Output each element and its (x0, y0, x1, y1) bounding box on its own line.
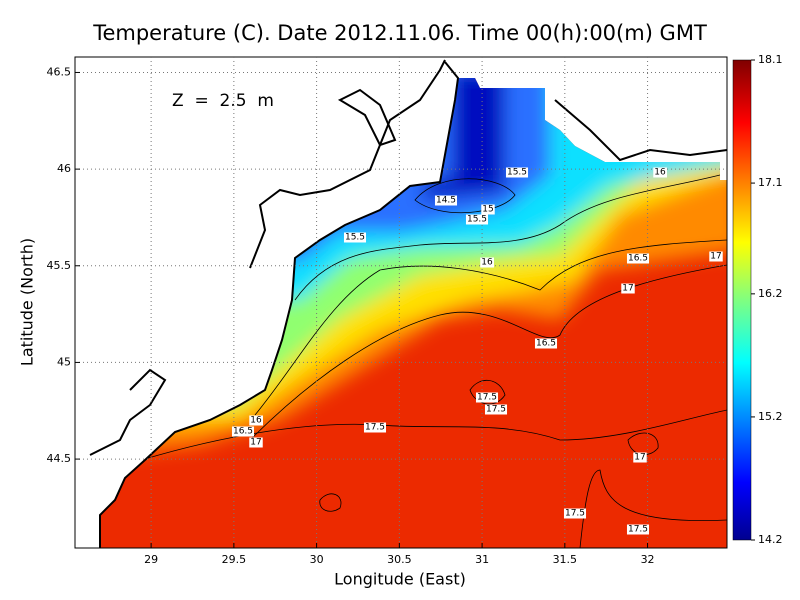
contour-label-box (505, 167, 529, 178)
contour-label-box (249, 415, 263, 426)
contour-label-box (343, 232, 367, 243)
contour-label-box (626, 253, 650, 264)
contour-label-box (475, 392, 499, 403)
contour-label-box (709, 251, 723, 262)
x-tick-label: 30 (310, 553, 324, 566)
contour-label: 15.5 (467, 215, 487, 225)
contour-label-box (480, 257, 494, 268)
colorbar-tick-label: 15.2 (758, 410, 783, 423)
contour-label-box (481, 204, 495, 215)
contour-label: 17.5 (628, 525, 648, 535)
x-tick-label: 29.5 (222, 553, 247, 566)
contour-label: 16.5 (536, 339, 556, 349)
colorbar-tick-label: 14.2 (758, 533, 783, 546)
contour-label: 17 (250, 438, 261, 448)
contour-label: 17.5 (365, 423, 385, 433)
colorbar-tick-label: 17.1 (758, 176, 783, 189)
contour-label: 17 (634, 453, 645, 463)
y-axis-label: Latitude (North) (18, 238, 37, 366)
contour-label-box (653, 167, 667, 178)
x-axis-label: Longitude (East) (334, 570, 466, 589)
contour-label: 15.5 (345, 233, 365, 243)
title: Temperature (C). Date 2012.11.06. Time 0… (92, 21, 707, 45)
contour-label-box (484, 404, 508, 415)
contour-label: 17 (622, 284, 633, 294)
contour-label-box (534, 338, 558, 349)
y-tick-label: 45 (57, 355, 71, 368)
contour-label: 16 (481, 258, 493, 268)
contour-label: 14.5 (436, 196, 456, 206)
contour-label: 17.5 (486, 405, 506, 415)
depth-label: Z = 2.5 m (172, 91, 274, 111)
colorbar (732, 59, 752, 541)
contour-label: 15.5 (507, 168, 527, 178)
contour-label-box (563, 508, 587, 519)
contour-label: 16.5 (628, 254, 648, 264)
contour-label: 15 (482, 205, 493, 215)
contour-label: 17 (710, 252, 721, 262)
contour-label-box (633, 452, 647, 463)
contour-label-box (626, 524, 650, 535)
contour-label: 16 (250, 416, 262, 426)
y-tick-label: 46 (57, 162, 71, 175)
contour-label-box (434, 195, 458, 206)
temperature-field (100, 78, 727, 548)
x-tick-label: 32 (641, 553, 655, 566)
y-tick-label: 45.5 (47, 259, 72, 272)
contour-label: 16 (654, 168, 666, 178)
colorbar-tick-label: 18.1 (758, 53, 783, 66)
contour-label-box (465, 214, 489, 225)
x-tick-label: 31.5 (553, 553, 578, 566)
contour-label-box (249, 437, 263, 448)
x-tick-label: 31 (475, 553, 489, 566)
y-tick-label: 44.5 (47, 452, 72, 465)
contours (109, 174, 727, 548)
x-tick-label: 30.5 (387, 553, 412, 566)
contour-label: 17.5 (565, 509, 585, 519)
x-tick-label: 29 (144, 553, 158, 566)
contour-label: 16.5 (233, 427, 253, 437)
y-tick-label: 46.5 (47, 65, 72, 78)
contour-label: 17.5 (477, 393, 497, 403)
contour-label-box (231, 426, 255, 437)
contour-label-box (621, 283, 635, 294)
colorbar-tick-label: 16.2 (758, 287, 783, 300)
coastline (89, 59, 728, 548)
contour-label-box (363, 422, 387, 433)
plot-frame (74, 56, 728, 549)
